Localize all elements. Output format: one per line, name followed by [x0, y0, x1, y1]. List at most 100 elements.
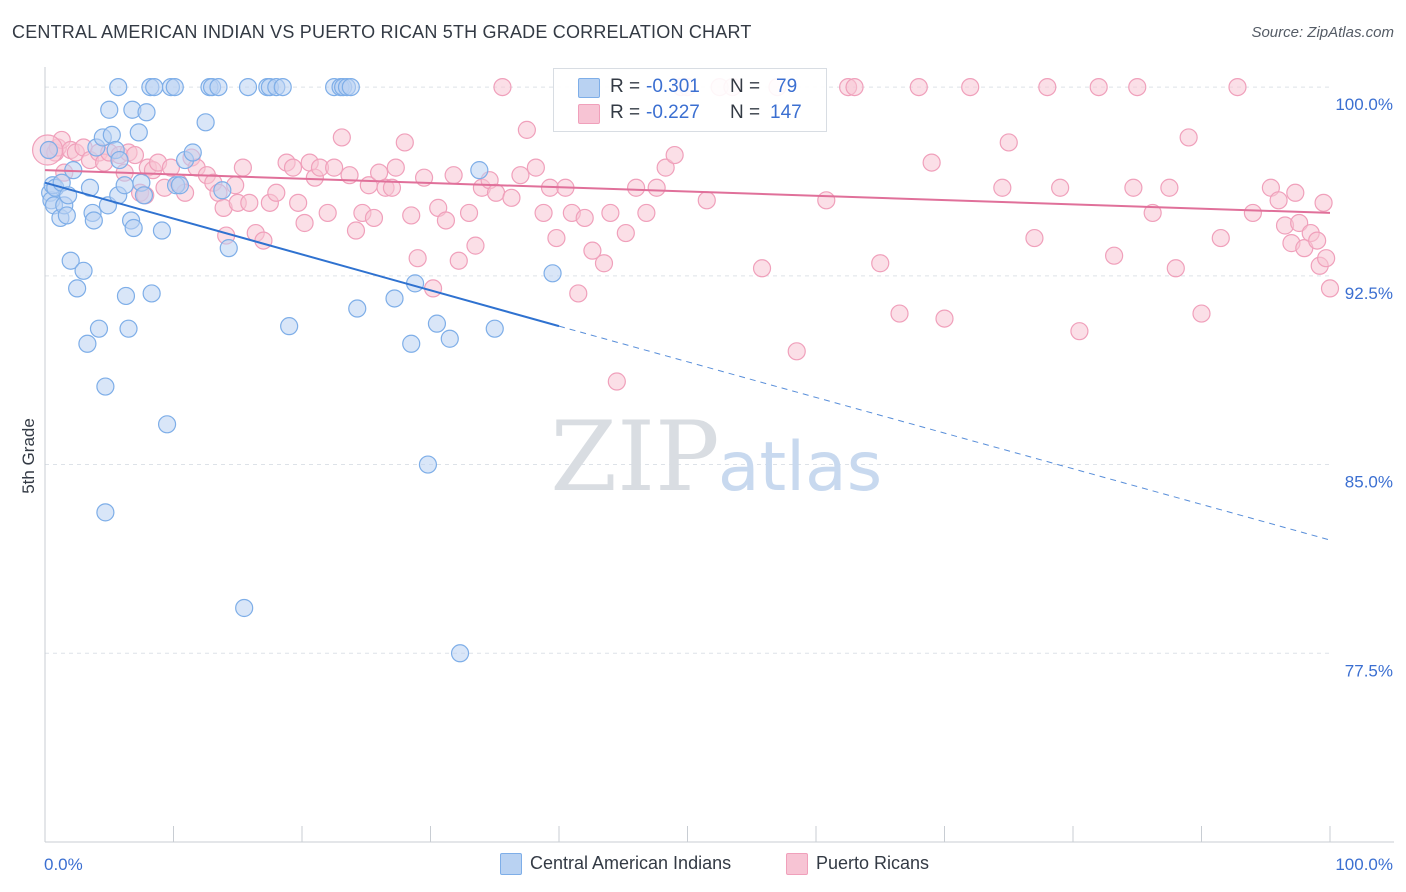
- pink-point: [601, 203, 620, 223]
- pink-point: [502, 188, 521, 207]
- blue-point: [129, 123, 148, 142]
- pink-point: [665, 145, 684, 165]
- blue-point: [142, 284, 161, 303]
- pink-point: [534, 203, 553, 223]
- blue-point: [213, 181, 232, 200]
- pink-point: [1211, 228, 1230, 248]
- pink-point: [254, 231, 273, 250]
- pink-point: [1143, 203, 1162, 223]
- watermark-atlas: atlas: [718, 428, 882, 507]
- x-tick-labels: 0.0% 100.0%: [44, 855, 1393, 874]
- blue-point: [440, 329, 459, 348]
- pink-point: [402, 206, 421, 225]
- pink-point: [517, 120, 536, 139]
- pink-point: [449, 251, 468, 270]
- blue-point: [100, 100, 119, 119]
- blue-point: [134, 186, 154, 205]
- blue-point: [119, 319, 138, 338]
- watermark-zip: ZIP: [550, 401, 719, 513]
- pink-point: [787, 342, 806, 361]
- blue-point: [165, 77, 184, 97]
- pink-point: [436, 211, 456, 230]
- blue-point: [57, 206, 76, 225]
- blue-point: [183, 143, 202, 162]
- pink-point: [626, 178, 646, 197]
- x-tick-label: 100.0%: [1335, 855, 1393, 874]
- blue-point: [110, 150, 129, 170]
- pink-point: [346, 221, 366, 240]
- pink-point: [1192, 304, 1211, 323]
- pink-point: [289, 193, 308, 212]
- pink-point: [459, 203, 479, 223]
- pink-point: [1025, 228, 1044, 248]
- bottom-legend-swatch-blue: [500, 853, 522, 875]
- blue-point: [68, 279, 87, 298]
- pink-point: [382, 178, 402, 197]
- pink-point: [569, 284, 588, 303]
- pink-point: [1124, 178, 1143, 197]
- blue-point: [238, 77, 258, 97]
- legend-n-value-blue: 79: [776, 76, 798, 97]
- pink-point: [1228, 77, 1247, 97]
- pink-point: [1179, 128, 1198, 147]
- legend-n-value-pink: 147: [770, 102, 802, 123]
- pink-point: [370, 163, 389, 182]
- blue-point: [84, 211, 103, 230]
- pink-point: [240, 193, 259, 212]
- blue-point: [115, 176, 134, 195]
- pink-point: [318, 203, 337, 223]
- blue-point: [152, 221, 172, 240]
- blue-point: [39, 140, 58, 160]
- blue-point: [450, 644, 470, 663]
- blue-point: [145, 77, 164, 97]
- blue-point: [341, 77, 360, 97]
- pink-point: [395, 133, 414, 152]
- pink-point: [999, 133, 1018, 152]
- bottom-legend-label-pink: Puerto Ricans: [816, 853, 930, 873]
- pink-point: [1308, 231, 1327, 250]
- blue-point: [137, 103, 156, 122]
- pink-point: [325, 158, 344, 177]
- blue-point: [209, 77, 228, 97]
- pink-point: [267, 183, 286, 202]
- blue-point: [74, 261, 93, 280]
- pink-point: [1070, 322, 1089, 341]
- pink-point: [1269, 191, 1288, 210]
- pink-point: [1128, 77, 1147, 97]
- pink-point: [295, 213, 314, 233]
- blue-point: [402, 334, 421, 353]
- pink-point: [1286, 183, 1305, 202]
- blue-point: [102, 125, 121, 145]
- pink-point: [890, 304, 909, 323]
- legend-n-label: N =: [730, 102, 761, 123]
- blue-point: [348, 299, 367, 318]
- pink-point: [364, 208, 384, 228]
- pink-point: [845, 77, 864, 97]
- pink-point: [161, 158, 181, 177]
- blue-point: [78, 334, 97, 353]
- pink-point: [1038, 77, 1057, 97]
- y-tick-label: 77.5%: [1345, 661, 1393, 680]
- pink-point: [1290, 213, 1309, 233]
- pink-point: [637, 203, 656, 223]
- pink-point: [466, 236, 485, 255]
- trend-lines: [44, 169, 1331, 541]
- blue-point: [124, 218, 143, 238]
- pink-point: [1105, 246, 1124, 265]
- blue-point: [543, 264, 562, 283]
- pink-point: [486, 183, 506, 202]
- pink-point: [1317, 249, 1336, 268]
- pink-point: [961, 77, 980, 97]
- pink-point: [283, 158, 303, 177]
- blue-point: [196, 113, 215, 132]
- pink-point: [607, 372, 626, 391]
- pink-point: [871, 254, 890, 273]
- blue-point: [96, 503, 115, 522]
- pink-point: [332, 128, 351, 147]
- pink-point: [993, 178, 1012, 197]
- bottom-legend-label-blue: Central American Indians: [530, 853, 732, 873]
- legend-r-value-pink: -0.227: [646, 102, 700, 123]
- pink-point: [386, 158, 405, 177]
- blue-point: [96, 377, 115, 396]
- central-american-indians-points: [39, 77, 562, 663]
